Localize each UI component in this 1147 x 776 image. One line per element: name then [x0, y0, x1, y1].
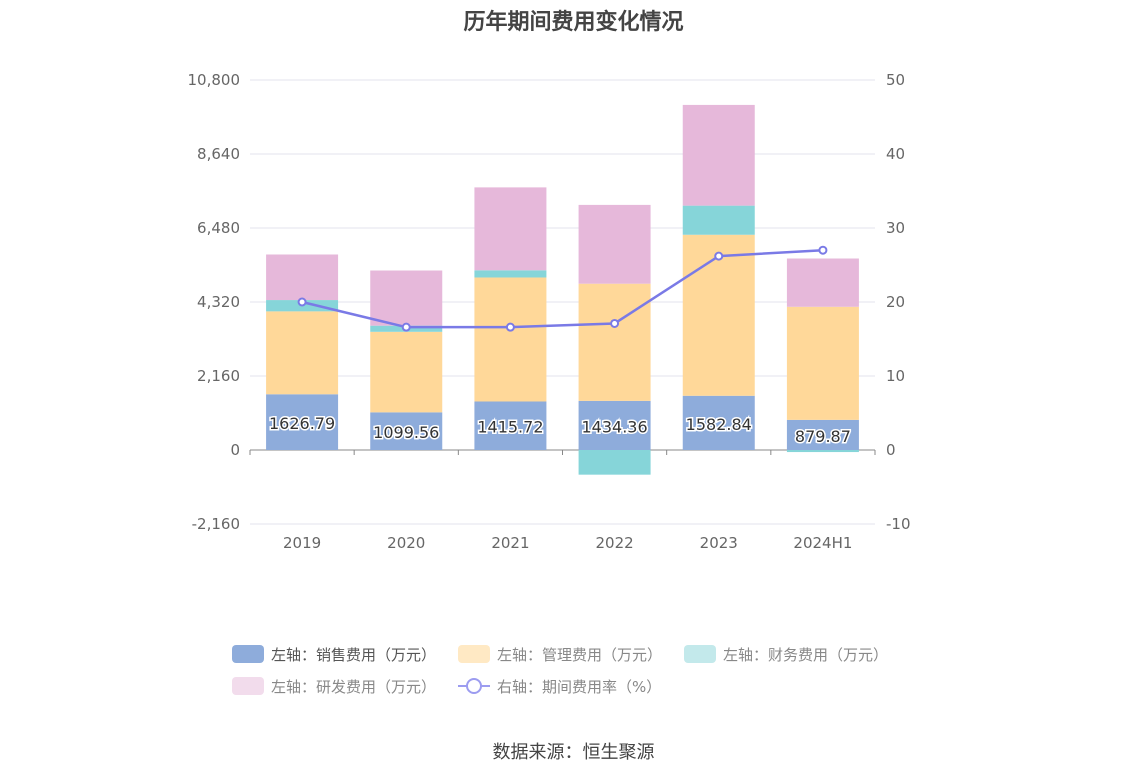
- bar-sales: [682, 395, 755, 450]
- y-right-tick-label: 40: [886, 145, 905, 163]
- data-label: 1434.36: [581, 417, 647, 436]
- bar-sales: [370, 412, 443, 450]
- bar-sales: [786, 419, 859, 450]
- y-right-tick-label: -10: [886, 515, 911, 533]
- y-left-tick-label: 4,320: [197, 293, 240, 311]
- chart-area: 10,800 50 8,640 40 6,480 30 4,320 20 2,160 10 0 0 -2…: [188, 71, 911, 552]
- bar-admin: [682, 234, 755, 396]
- legend-label-sales: 左轴：销售费用（万元）: [271, 645, 437, 664]
- bar-finance: [786, 450, 859, 453]
- x-tick-label: 2024H1: [793, 534, 852, 552]
- bar-sales: [578, 400, 651, 450]
- bar-rnd: [370, 270, 443, 326]
- rate-point: [610, 318, 620, 328]
- y-right-tick-label: 30: [886, 219, 905, 237]
- legend-swatch-finance: [684, 645, 717, 663]
- bar-finance: [474, 270, 547, 278]
- y-left-tick-label: 6,480: [197, 219, 240, 237]
- x-tick-label: 2019: [283, 534, 321, 552]
- legend-swatch-sales: [232, 645, 264, 663]
- bar-sales: [266, 394, 339, 450]
- bar-admin: [370, 331, 443, 413]
- chart-title: 历年期间费用变化情况: [463, 10, 684, 35]
- rate-point: [505, 322, 515, 332]
- bar-admin: [266, 311, 339, 395]
- legend-item-rate[interactable]: 右轴：期间费用率（%）: [458, 676, 661, 697]
- x-tick-label: 2021: [491, 534, 529, 552]
- x-tick-label: 2020: [387, 534, 425, 552]
- bar-rnd: [474, 187, 547, 271]
- legend-swatch-rnd: [232, 677, 264, 695]
- legend-item-finance[interactable]: 左轴：财务费用（万元）: [684, 644, 888, 665]
- rate-line: [301, 248, 823, 329]
- y-left-tick-label: 2,160: [197, 367, 240, 385]
- rate-point: [818, 245, 828, 255]
- legend-item-rnd[interactable]: 左轴：研发费用（万元）: [232, 676, 436, 697]
- rate-point: [297, 297, 307, 307]
- bar-finance: [578, 450, 651, 475]
- source-note: 数据来源：恒生聚源: [492, 742, 655, 763]
- x-tick-label: 2023: [700, 534, 738, 552]
- y-left-tick-label: 10,800: [188, 71, 241, 89]
- y-left-tick-label: 8,640: [197, 145, 240, 163]
- legend-swatch-admin: [458, 645, 491, 663]
- y-right-tick-label: 20: [886, 293, 905, 311]
- legend-label-admin: 左轴：管理费用（万元）: [497, 645, 663, 664]
- data-label: 1582.84: [686, 415, 752, 434]
- legend-label-finance: 左轴：财务费用（万元）: [723, 645, 889, 664]
- rate-point: [714, 251, 724, 261]
- x-tick-label: 2022: [595, 534, 633, 552]
- legend-item-sales[interactable]: 左轴：销售费用（万元）: [232, 644, 436, 665]
- legend-label-rate: 右轴：期间费用率（%）: [497, 677, 662, 696]
- y-right-tick-label: 0: [886, 441, 896, 459]
- legend-item-admin[interactable]: 左轴：管理费用（万元）: [458, 644, 662, 665]
- bar-admin: [474, 277, 547, 402]
- bar-rnd: [786, 258, 859, 307]
- bar-finance: [682, 205, 755, 235]
- bar-sales: [474, 401, 547, 450]
- data-label: 1099.56: [373, 423, 439, 442]
- y-right-tick-label: 50: [886, 71, 905, 89]
- y-right-tick-label: 10: [886, 367, 905, 385]
- legend-swatch-rate: [458, 677, 491, 695]
- bar-rnd: [578, 204, 651, 284]
- data-label: 1415.72: [477, 418, 543, 437]
- data-label: 879.87: [795, 427, 851, 446]
- bar-admin: [578, 283, 651, 401]
- y-left-tick-label: -2,160: [192, 515, 240, 533]
- bar-admin: [786, 306, 859, 420]
- rate-point: [401, 322, 411, 332]
- data-label: 1626.79: [269, 414, 335, 433]
- legend-label-rnd: 左轴：研发费用（万元）: [271, 677, 437, 696]
- legend: 左轴：销售费用（万元） 左轴：管理费用（万元） 左轴：财务费用（万元） 左轴：研…: [232, 638, 932, 702]
- bar-rnd: [682, 104, 755, 206]
- y-left-tick-label: 0: [230, 441, 240, 459]
- bar-rnd: [266, 254, 339, 301]
